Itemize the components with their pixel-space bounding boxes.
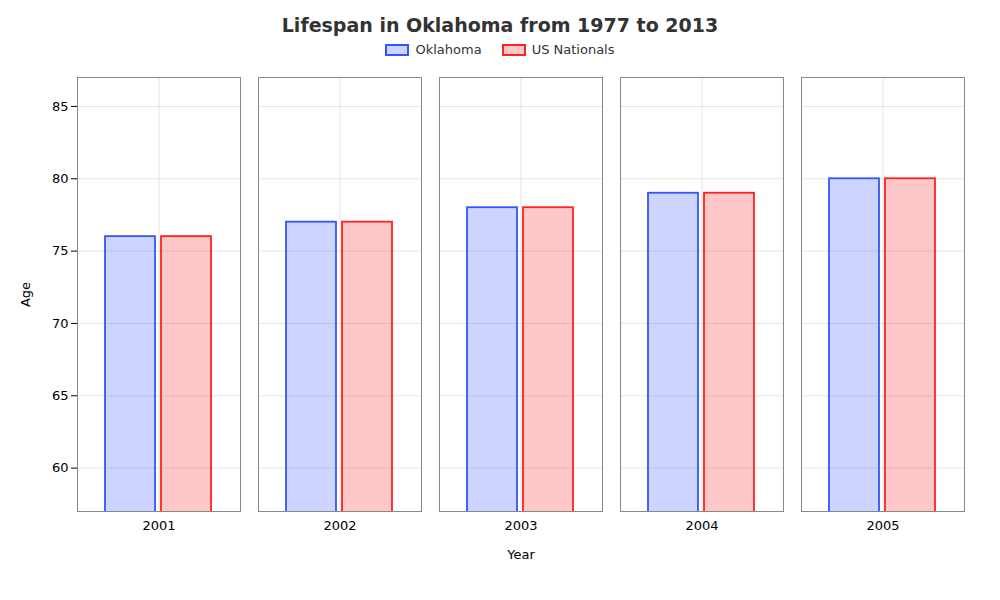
html-text:Lifespan in Oklahoma from 1977: Lifespan in Oklahoma from 1977 to 2013 bbox=[281, 14, 719, 36]
svg-text:70: 70 bbox=[52, 316, 69, 331]
svg-text:60: 60 bbox=[52, 460, 69, 475]
svg-text:75: 75 bbox=[52, 243, 69, 258]
svg-text:2001: 2001 bbox=[142, 518, 175, 533]
svg-text:Year: Year bbox=[506, 547, 535, 562]
svg-text:80: 80 bbox=[52, 171, 69, 186]
svg-text:Age: Age bbox=[18, 282, 33, 307]
html-text:US Nationals: US Nationals bbox=[531, 42, 615, 57]
svg-text:2002: 2002 bbox=[323, 518, 356, 533]
svg-text:85: 85 bbox=[52, 99, 69, 114]
html-text:Oklahoma: Oklahoma bbox=[415, 42, 482, 57]
svg-text:65: 65 bbox=[52, 388, 69, 403]
svg-text:2005: 2005 bbox=[866, 518, 899, 533]
svg-text:2004: 2004 bbox=[685, 518, 718, 533]
svg-text:2003: 2003 bbox=[504, 518, 537, 533]
